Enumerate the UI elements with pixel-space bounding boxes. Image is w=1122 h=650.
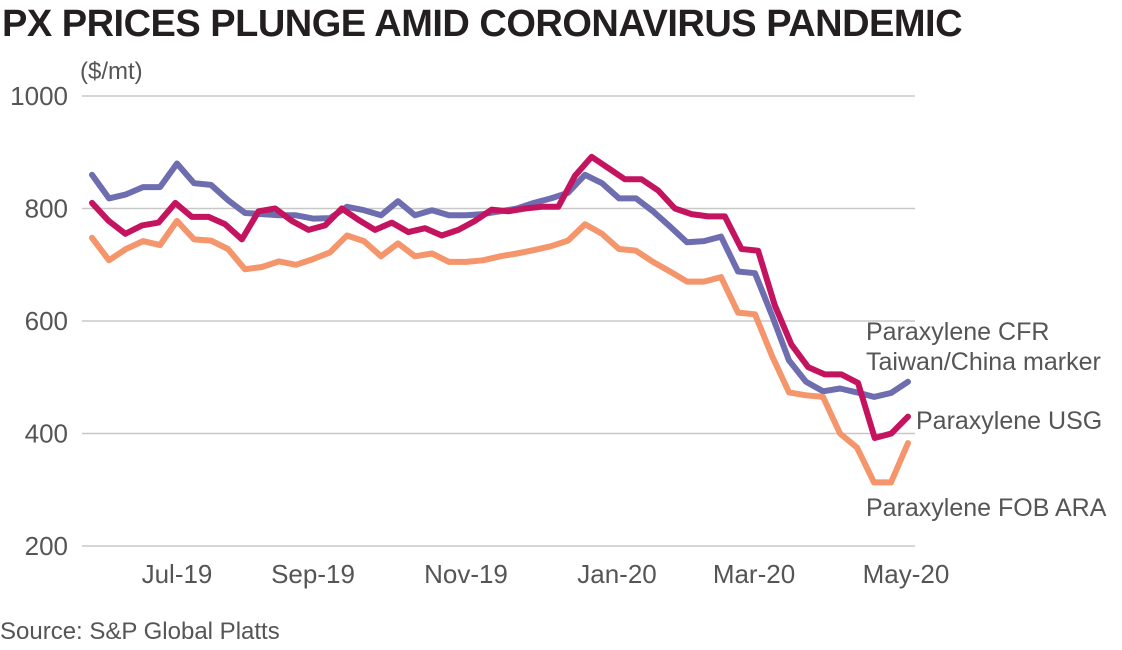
y-axis-unit-label: ($/mt): [80, 58, 143, 85]
source-note: Source: S&P Global Platts: [0, 618, 280, 645]
y-axis-ticks: 1000 800 600 400 200: [10, 81, 68, 561]
gridlines: [82, 95, 915, 547]
x-axis-ticks: Jul-19 Sep-19 Nov-19 Jan-20 Mar-20 May-20: [142, 559, 950, 589]
y-tick-label: 1000: [10, 81, 68, 111]
legend-label: Paraxylene FOB ARA: [866, 494, 1107, 522]
series-line: [89, 217, 911, 486]
series-lines: [89, 153, 911, 486]
y-tick-label: 800: [25, 194, 68, 224]
legend-label: Paraxylene CFR: [866, 318, 1049, 346]
legend-label: Paraxylene USG: [916, 407, 1102, 435]
chart-title: PX PRICES PLUNGE AMID CORONAVIRUS PANDEM…: [2, 3, 963, 45]
x-tick-label: May-20: [863, 559, 950, 589]
y-tick-label: 600: [25, 306, 68, 336]
x-tick-label: Sep-19: [271, 559, 355, 589]
series-line: [89, 153, 911, 441]
y-tick-label: 200: [25, 531, 68, 561]
x-tick-label: Mar-20: [713, 559, 795, 589]
x-tick-label: Jul-19: [142, 559, 213, 589]
y-tick-label: 400: [25, 419, 68, 449]
series-line: [89, 160, 911, 400]
legend-label: Taiwan/China marker: [866, 348, 1101, 376]
x-tick-label: Jan-20: [577, 559, 657, 589]
x-tick-label: Nov-19: [424, 559, 508, 589]
